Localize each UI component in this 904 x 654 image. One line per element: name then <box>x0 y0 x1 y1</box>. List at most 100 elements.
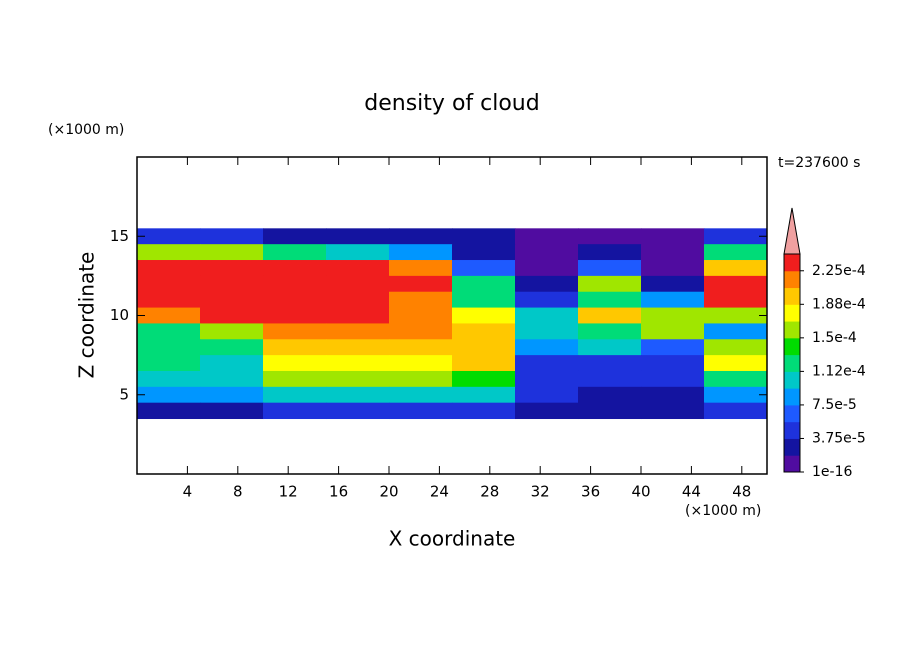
contour-cell <box>452 275 516 293</box>
x-tick-label: 44 <box>682 483 701 501</box>
x-tick-label: 16 <box>329 483 348 501</box>
contour-cell <box>578 228 642 245</box>
contour-cell <box>578 339 642 356</box>
contour-cell <box>452 228 516 245</box>
contour-cell <box>326 260 390 277</box>
contour-cell <box>641 355 705 372</box>
x-tick-label: 4 <box>183 483 193 501</box>
x-unit: (×1000 m) <box>685 503 761 519</box>
contour-cell <box>704 291 768 309</box>
colorbar-band <box>784 404 800 423</box>
contour-cell <box>452 370 516 388</box>
contour-cell <box>452 355 516 372</box>
colorbar-tick-label: 1.5e-4 <box>812 330 857 346</box>
contour-cell <box>137 260 201 277</box>
colorbar-frame <box>783 253 801 473</box>
x-tick-label: 32 <box>531 483 550 501</box>
contour-cell <box>452 386 516 404</box>
contour-cell <box>515 370 579 388</box>
colorbar-band <box>784 337 800 356</box>
colorbar-tick-label: 1.88e-4 <box>812 296 866 312</box>
contour-cell <box>326 275 390 293</box>
x-tick-label: 36 <box>581 483 600 501</box>
contour-cell <box>452 260 516 277</box>
contour-cell <box>263 323 327 340</box>
contour-cell <box>704 244 768 261</box>
contour-cell <box>389 228 453 245</box>
contour-cell <box>389 402 453 420</box>
x-tick-label: 12 <box>279 483 298 501</box>
colorbar: 1e-16 3.75e-5 7.5e-5 1.12e-4 1.5e-4 1.88e-4 2.… <box>783 207 866 480</box>
colorbar-band <box>784 354 800 372</box>
contour-cell <box>200 370 264 388</box>
contour-cell <box>263 355 327 372</box>
y-axis-title: Z coordinate <box>75 252 99 379</box>
contour-cell <box>515 228 579 245</box>
colorbar-band <box>784 321 800 339</box>
x-tick-label: 20 <box>379 483 398 501</box>
contour-cell <box>389 307 453 324</box>
contour-cell <box>515 355 579 372</box>
contour-cell <box>452 244 516 261</box>
contour-cell <box>578 323 642 340</box>
contour-cell <box>200 355 264 372</box>
contour-cell <box>578 291 642 309</box>
contour-cell <box>578 386 642 404</box>
contour-cell <box>704 260 768 277</box>
contour-cell <box>641 339 705 356</box>
colorbar-tick-label: 7.5e-5 <box>812 397 857 413</box>
contour-cell <box>641 291 705 309</box>
contour-cell <box>326 323 390 340</box>
colorbar-tick-label: 2.25e-4 <box>812 263 866 279</box>
contour-cell <box>515 244 579 261</box>
colorbar-band <box>784 438 800 456</box>
contour-cell <box>326 228 390 245</box>
contour-cell <box>137 275 201 293</box>
x-tick-label: 8 <box>233 483 243 501</box>
contour-cell <box>263 370 327 388</box>
contour-cell <box>137 355 201 372</box>
contour-field <box>137 228 768 420</box>
contour-cell <box>200 291 264 309</box>
contour-cell <box>137 291 201 309</box>
contour-cell <box>326 307 390 324</box>
contour-cell <box>704 386 768 404</box>
contour-cell <box>704 339 768 356</box>
contour-cell <box>641 386 705 404</box>
contour-cell <box>641 323 705 340</box>
colorbar-band <box>784 254 800 272</box>
contour-cell <box>200 260 264 277</box>
contour-cell <box>578 244 642 261</box>
x-tick-label: 28 <box>480 483 499 501</box>
contour-cell <box>389 386 453 404</box>
contour-cell <box>452 307 516 324</box>
contour-cell <box>641 244 705 261</box>
contour-cell <box>704 323 768 340</box>
colorbar-band <box>784 270 800 289</box>
contour-cell <box>200 228 264 245</box>
contour-cell <box>641 228 705 245</box>
contour-cell <box>137 339 201 356</box>
contour-cell <box>263 291 327 309</box>
contour-cell <box>515 323 579 340</box>
contour-cell <box>515 339 579 356</box>
y-tick-label: 5 <box>119 385 129 403</box>
contour-cell <box>389 275 453 293</box>
contour-cell <box>389 355 453 372</box>
colorbar-band <box>784 455 800 473</box>
contour-cell <box>704 355 768 372</box>
chart-title: density of cloud <box>364 91 539 116</box>
contour-cell <box>452 339 516 356</box>
contour-cell <box>578 402 642 420</box>
contour-cell <box>641 402 705 420</box>
contour-cell <box>389 260 453 277</box>
y-tick-label: 15 <box>110 227 129 245</box>
contour-cell <box>137 386 201 404</box>
contour-cell <box>326 339 390 356</box>
contour-cell <box>326 402 390 420</box>
contour-cell <box>263 386 327 404</box>
contour-cell <box>200 402 264 420</box>
contour-cell <box>326 244 390 261</box>
